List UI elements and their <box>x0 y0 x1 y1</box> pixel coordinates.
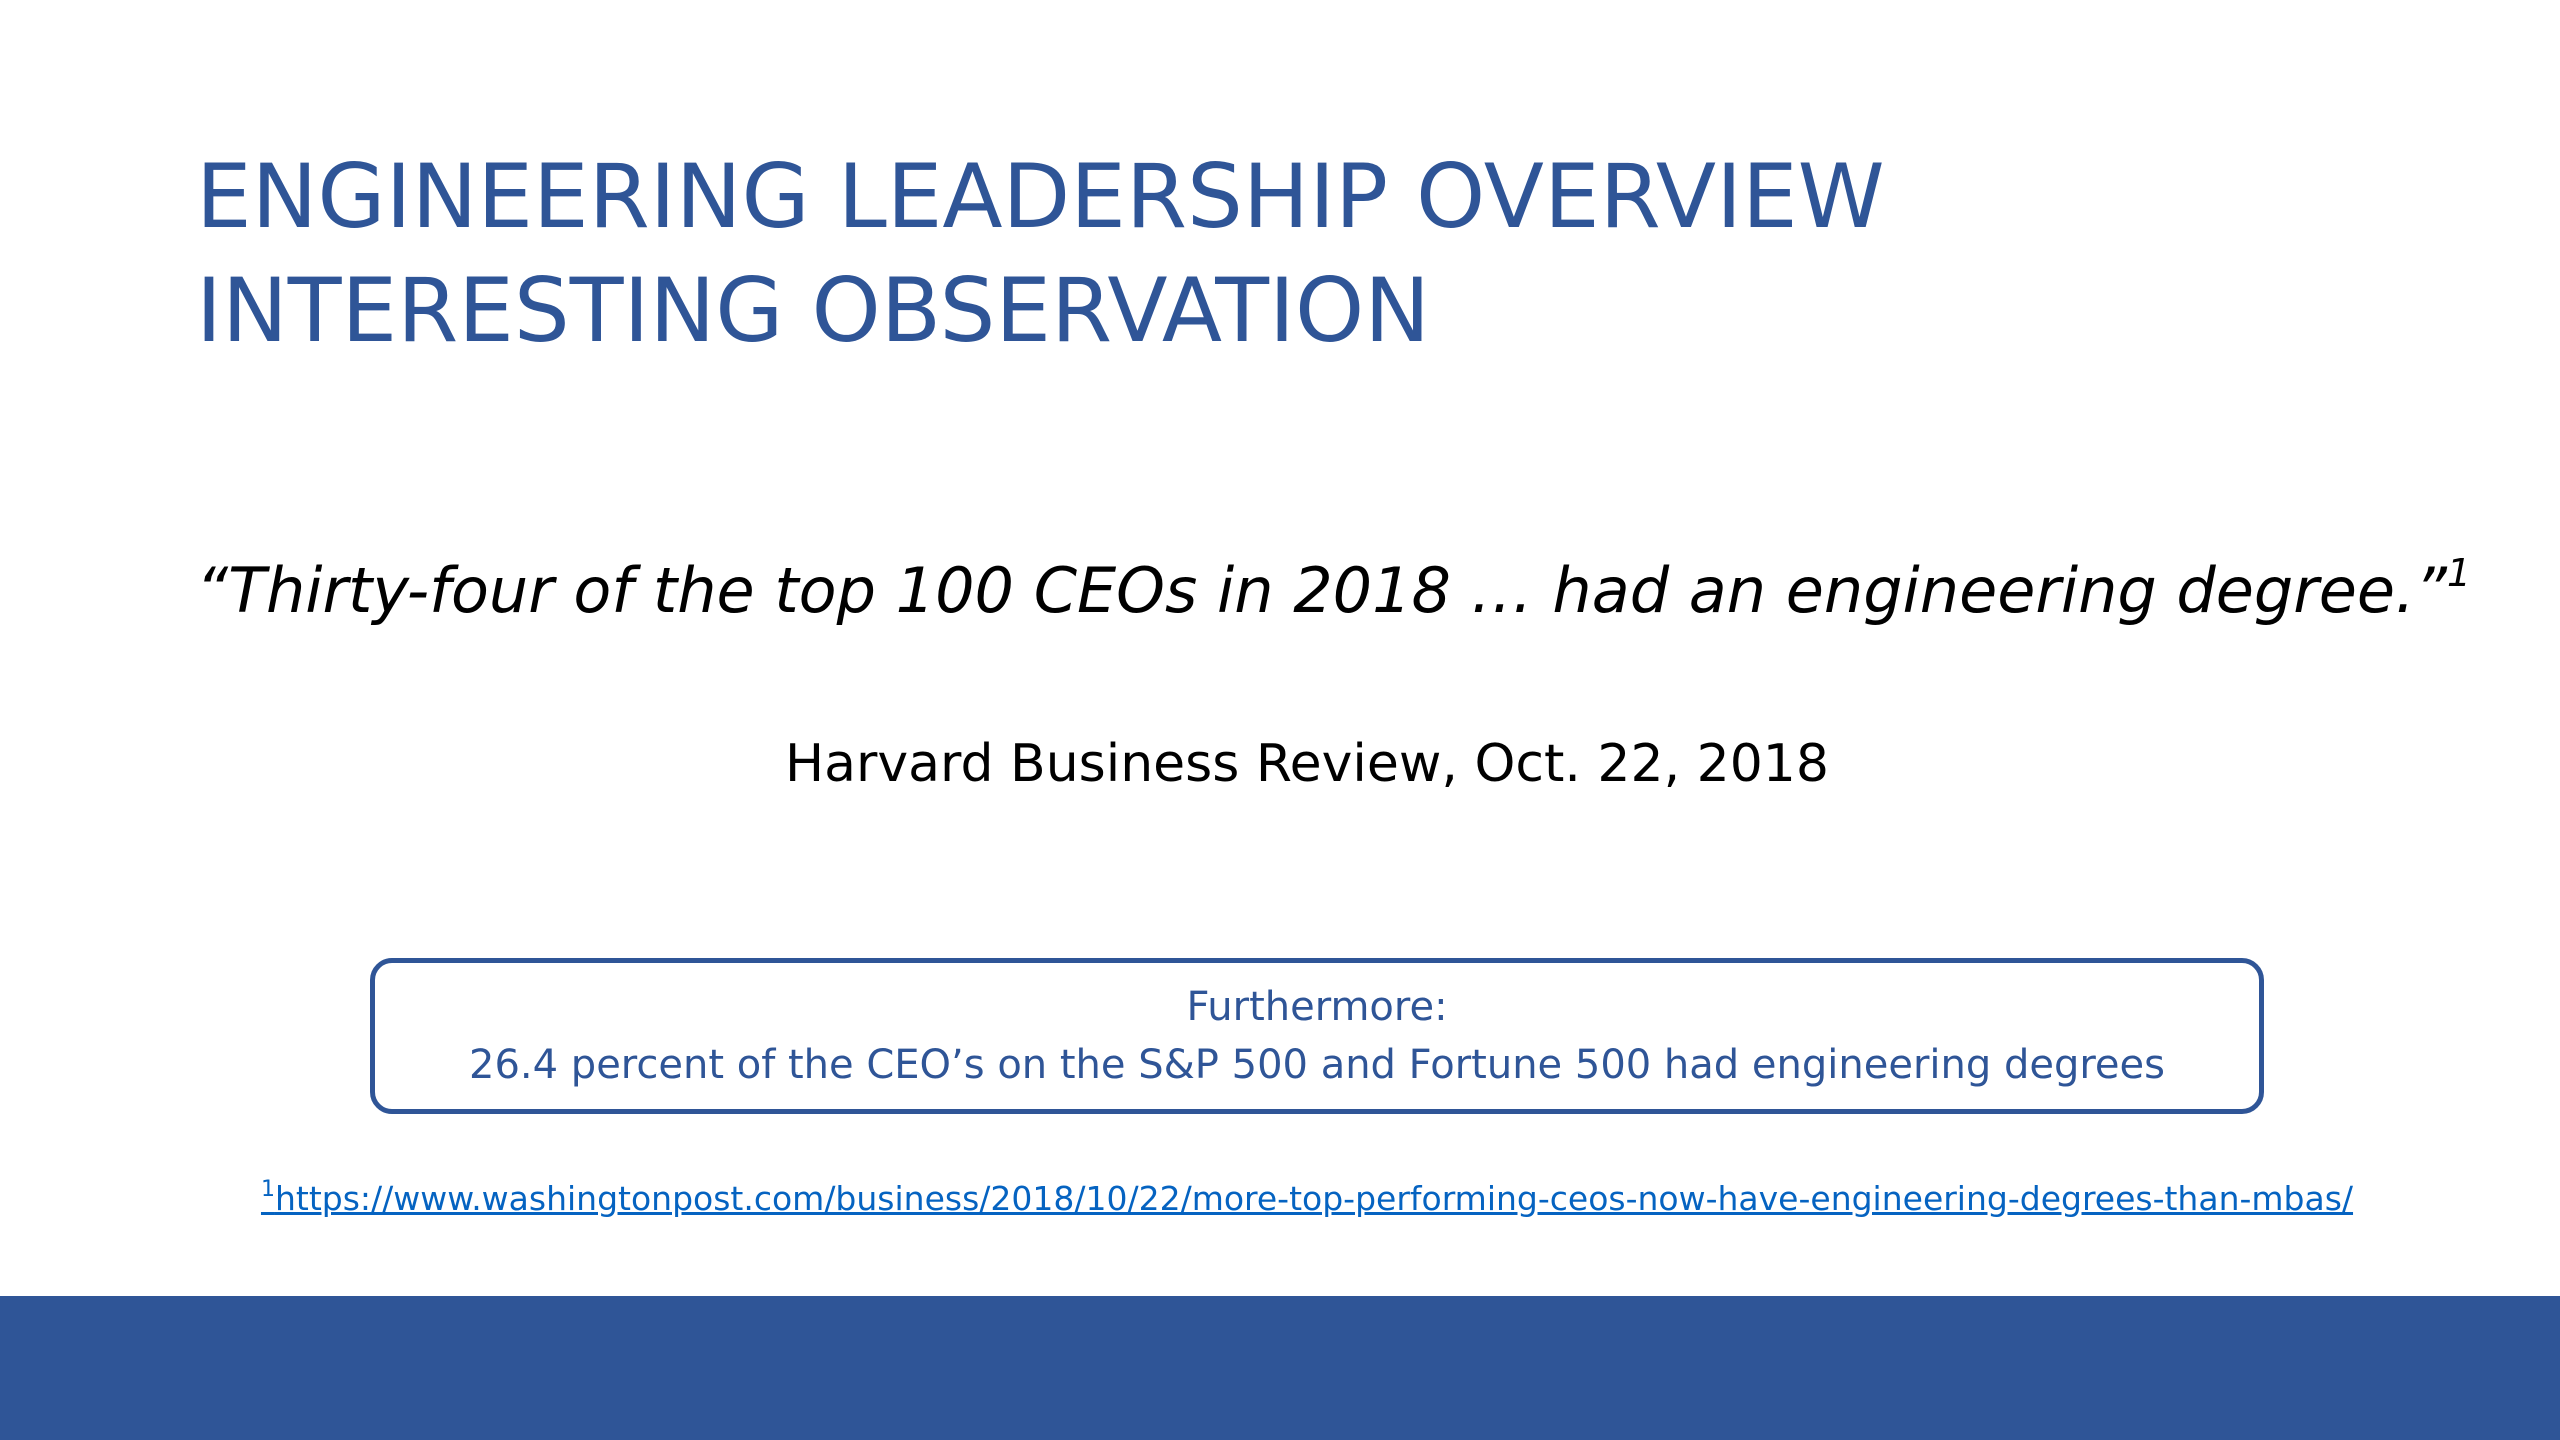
callout-statistic: 26.4 percent of the CEO’s on the S&P 500… <box>469 1042 2165 1088</box>
footnote-url: https://www.washingtonpost.com/business/… <box>274 1179 2354 1218</box>
quote-source: Harvard Business Review, Oct. 22, 2018 <box>785 734 1829 794</box>
slide-title-line-2: INTERESTING OBSERVATION <box>196 259 1431 362</box>
callout-heading: Furthermore: <box>1186 984 1448 1030</box>
quote-text: “Thirty-four of the top 100 CEOs in 2018… <box>196 554 2447 627</box>
footnote-mark: 1 <box>260 1177 275 1202</box>
slide-title: ENGINEERING LEADERSHIP OVERVIEW INTEREST… <box>196 140 1885 368</box>
quote: “Thirty-four of the top 100 CEOs in 2018… <box>196 548 2471 634</box>
quote-footnote-mark: 1 <box>2446 551 2472 595</box>
footnote: 1https://www.washingtonpost.com/business… <box>0 1176 2560 1222</box>
callout-box: Furthermore: 26.4 percent of the CEO’s o… <box>370 958 2264 1114</box>
footer-bar <box>0 1296 2560 1440</box>
slide-title-line-1: ENGINEERING LEADERSHIP OVERVIEW <box>196 145 1885 248</box>
footnote-link[interactable]: 1https://www.washingtonpost.com/business… <box>260 1177 2354 1219</box>
